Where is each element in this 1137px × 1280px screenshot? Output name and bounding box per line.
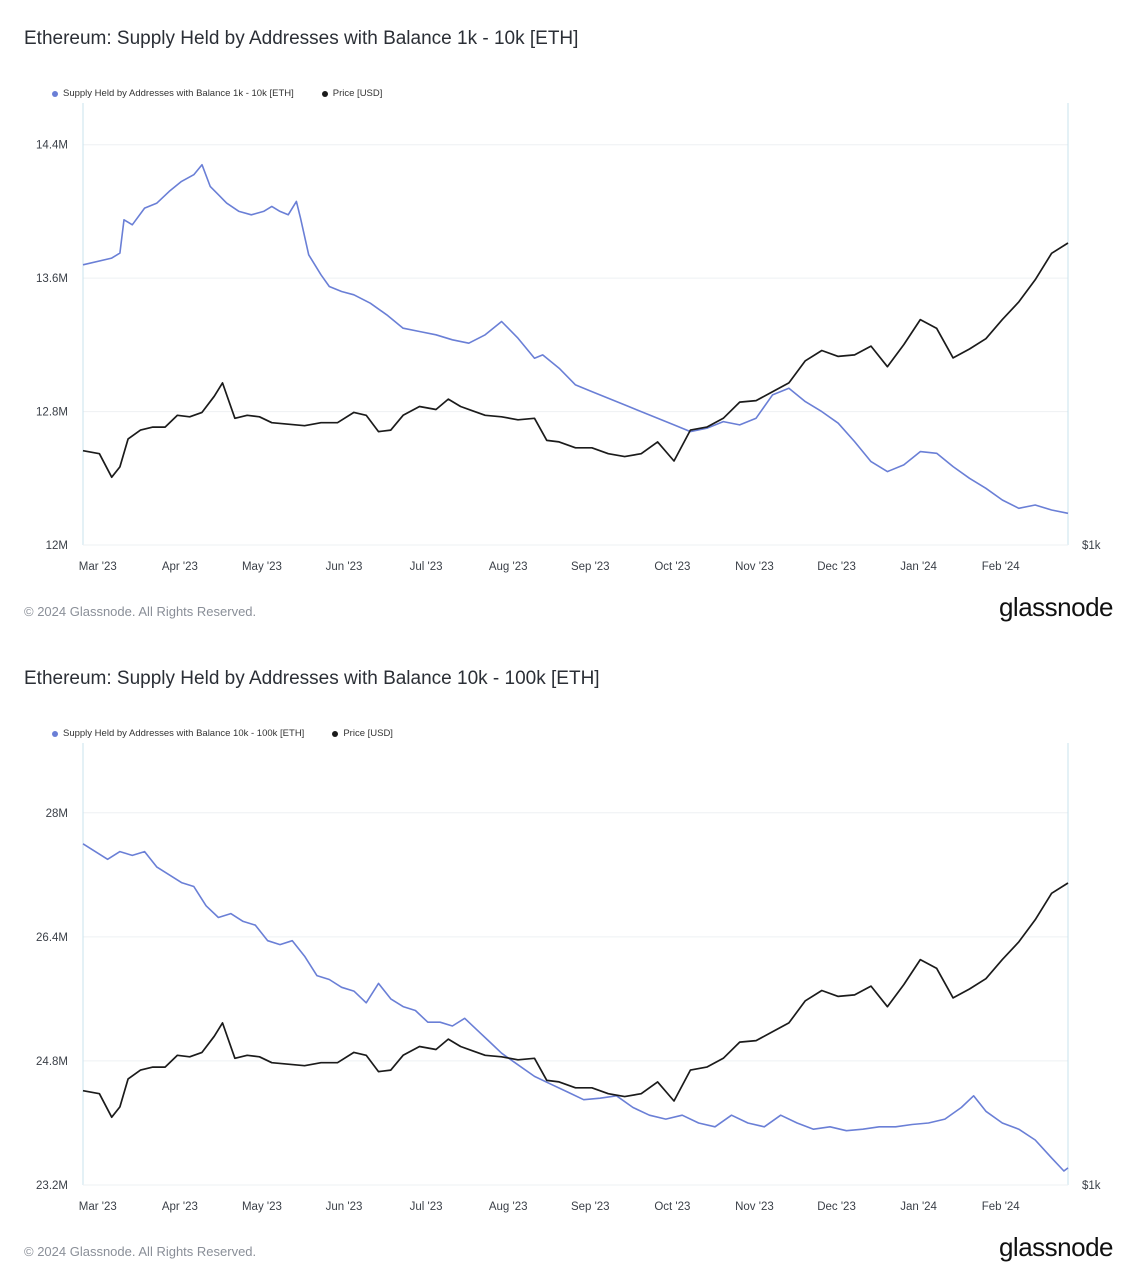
chart-panel-10k-100k: Ethereum: Supply Held by Addresses with … [0, 640, 1137, 1280]
supply-series-line[interactable] [82, 163, 1069, 515]
chart-title: Ethereum: Supply Held by Addresses with … [24, 668, 600, 689]
price-series-line[interactable] [82, 882, 1069, 1119]
x-tick-label: Apr '23 [162, 1201, 198, 1213]
x-tick-label: Aug '23 [489, 561, 528, 573]
legend-dot-supply [52, 90, 58, 97]
y-tick-label: 28M [46, 808, 68, 820]
legend-label-price: Price [USD] [343, 728, 393, 739]
x-tick-label: Sep '23 [571, 561, 610, 573]
y-right-tick-label: $1k [1082, 1180, 1101, 1192]
legend-item-price[interactable]: Price [USD] [332, 728, 393, 739]
x-tick-label: Dec '23 [817, 561, 856, 573]
x-tick-label: Aug '23 [489, 1201, 528, 1213]
supply-series-line[interactable] [82, 843, 1069, 1172]
glassnode-logo: glassnode [998, 1232, 1114, 1262]
x-tick-label: May '23 [242, 561, 282, 573]
y-tick-label: 26.4M [36, 932, 68, 944]
y-tick-label: 14.4M [36, 140, 68, 152]
legend-label-supply: Supply Held by Addresses with Balance 1k… [63, 88, 294, 99]
x-tick-label: Sep '23 [571, 1201, 610, 1213]
x-tick-label: Nov '23 [735, 561, 774, 573]
y-tick-label: 12M [46, 540, 68, 552]
price-series-line[interactable] [82, 242, 1069, 479]
chart-plot-area: 23.2M 24.8M 26.4M 28M $1k Mar '23 Apr '23 May '… [36, 743, 1101, 1213]
legend-label-supply: Supply Held by Addresses with Balance 10… [63, 728, 305, 739]
x-tick-label: Apr '23 [162, 561, 198, 573]
chart-legend: Supply Held by Addresses with Balance 1k… [52, 88, 382, 99]
y-tick-label: 23.2M [36, 1180, 68, 1192]
y-tick-label: 24.8M [36, 1056, 68, 1068]
legend-label-price: Price [USD] [332, 88, 383, 99]
legend-item-supply[interactable]: Supply Held by Addresses with Balance 10… [52, 728, 304, 739]
x-tick-label: Oct '23 [654, 561, 690, 573]
copyright-footer: © 2024 Glassnode. All Rights Reserved. [24, 604, 257, 619]
x-tick-label: Nov '23 [735, 1201, 774, 1213]
x-tick-label: Feb '24 [982, 1201, 1021, 1213]
glassnode-logo: glassnode [998, 592, 1114, 622]
x-tick-label: Jan '24 [900, 1201, 937, 1213]
legend-item-price[interactable]: Price [USD] [321, 88, 383, 99]
x-tick-label: Jul '23 [410, 1201, 443, 1213]
x-tick-label: Jan '24 [900, 561, 937, 573]
y-right-tick-label: $1k [1082, 540, 1101, 552]
y-tick-label: 13.6M [36, 273, 68, 285]
x-tick-label: Jun '23 [326, 561, 363, 573]
y-tick-label: 12.8M [36, 407, 68, 419]
legend-dot-price [321, 90, 328, 97]
x-tick-label: Dec '23 [817, 1201, 856, 1213]
legend-dot-price [332, 730, 339, 737]
chart-panel-1k-10k: Ethereum: Supply Held by Addresses with … [24, 28, 1114, 622]
x-tick-label: Feb '24 [982, 561, 1021, 573]
chart-legend: Supply Held by Addresses with Balance 10… [52, 728, 393, 739]
x-tick-label: Oct '23 [654, 1201, 690, 1213]
x-tick-label: May '23 [242, 1201, 282, 1213]
x-tick-label: Mar '23 [79, 561, 117, 573]
chart-plot-area: 12M 12.8M 13.6M 14.4M $1k Mar '23 Apr '23 May '… [36, 103, 1101, 573]
x-tick-label: Mar '23 [79, 1201, 117, 1213]
copyright-footer: © 2024 Glassnode. All Rights Reserved. [24, 1244, 257, 1259]
legend-dot-supply [52, 730, 58, 737]
chart-title: Ethereum: Supply Held by Addresses with … [24, 28, 579, 49]
x-tick-label: Jul '23 [410, 561, 443, 573]
legend-item-supply[interactable]: Supply Held by Addresses with Balance 1k… [52, 88, 294, 99]
x-tick-label: Jun '23 [326, 1201, 363, 1213]
